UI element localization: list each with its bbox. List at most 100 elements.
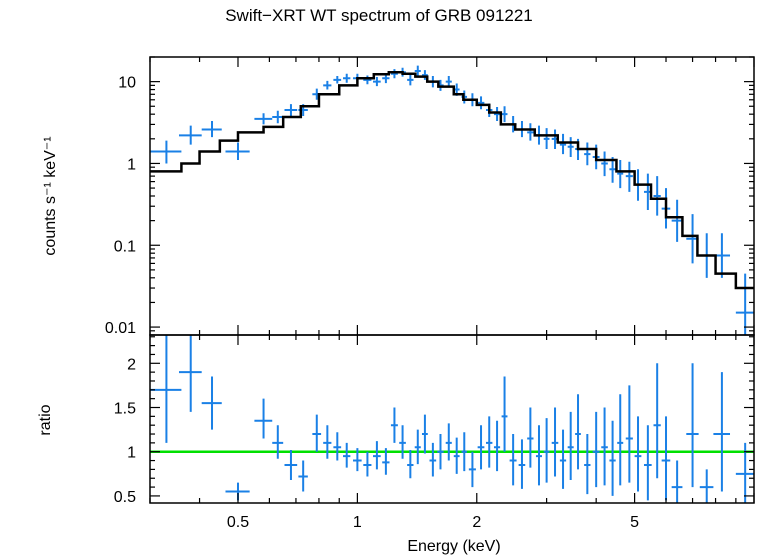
ratio-data-point	[284, 449, 298, 481]
spectrum-y-tick-label: 1	[127, 156, 136, 173]
spectrum-data-point	[559, 133, 567, 155]
ratio-data-point	[477, 425, 485, 470]
ratio-data-point	[617, 394, 624, 486]
spectrum-data-point	[225, 142, 250, 161]
ratio-data-point	[671, 460, 683, 503]
ratio-data-point	[399, 425, 406, 459]
ratio-data-point	[390, 407, 398, 443]
ratio-data-point	[312, 414, 322, 452]
spectrum-data-point	[617, 160, 624, 189]
ratio-data-point	[373, 441, 381, 470]
ratio-data-point	[485, 416, 493, 468]
ratio-data-point	[254, 398, 273, 439]
ratio-y-axis-label: ratio	[37, 404, 54, 435]
ratio-data-point	[634, 416, 642, 492]
spectrum-data-point	[150, 140, 182, 164]
ratio-data-point	[150, 335, 182, 443]
spectrum-data-point	[407, 74, 414, 86]
ratio-data-point	[661, 416, 671, 501]
ratio-plot-area	[150, 335, 754, 503]
ratio-data-point	[592, 411, 600, 488]
spectrum-y-axis-label: counts s⁻¹ keV⁻¹	[42, 136, 59, 255]
spectrum-data-point	[527, 123, 534, 141]
model-curve	[150, 71, 754, 290]
ratio-data-point	[653, 363, 661, 479]
spectrum-data-point	[343, 73, 351, 83]
spectrum-panel-frame	[149, 56, 755, 336]
spectrum-data-point	[363, 75, 372, 85]
ratio-y-tick-label: 2	[127, 356, 136, 373]
spectrum-y-tick-label: 10	[118, 75, 136, 92]
spectrum-data-point	[493, 106, 501, 122]
ratio-data-point	[518, 439, 526, 489]
ratio-panel-frame	[149, 334, 755, 504]
ratio-data-point	[421, 414, 428, 454]
spectrum-data-point	[584, 142, 591, 166]
x-tick-label: 1	[353, 514, 362, 531]
ratio-data-point	[567, 411, 574, 481]
spectrum-data-point	[414, 65, 421, 77]
ratio-data-point	[323, 425, 332, 459]
ratio-data-point	[601, 407, 608, 486]
spectrum-data-point	[284, 104, 298, 117]
ratio-data-point	[363, 451, 372, 477]
spectrum-data-point	[390, 69, 398, 79]
spectrum-data-point	[501, 106, 508, 123]
spectrum-data-point	[178, 125, 202, 145]
ratio-data-point	[468, 451, 476, 488]
spectrum-y-tick-label: 0.1	[114, 238, 136, 255]
spectrum-data-point	[735, 273, 754, 335]
spectrum-data-point	[625, 161, 633, 192]
ratio-y-tick-label: 1	[127, 445, 136, 462]
ratio-data-point	[625, 385, 633, 483]
ratio-data-point	[353, 448, 362, 472]
spectrum-y-tick-label: 0.01	[105, 320, 136, 337]
ratio-data-point	[686, 363, 699, 488]
spectrum-data-point	[373, 76, 381, 87]
ratio-data-point	[272, 425, 284, 459]
spectrum-data-point	[201, 121, 222, 138]
axes: 0.5 1 2 5 0.01 0.1 1 10 0.5 1 1.5 2	[105, 56, 755, 531]
ratio-data-point	[453, 437, 460, 474]
ratio-data-point	[713, 372, 731, 492]
spectrum-data-point	[671, 199, 683, 242]
ratio-data-point	[559, 429, 567, 489]
ratio-data-point	[437, 434, 444, 470]
ratio-data-point	[445, 423, 452, 461]
ratio-data-point	[535, 425, 542, 486]
spectrum-data-point	[543, 128, 550, 150]
ratio-data-point	[178, 335, 202, 412]
ratio-data-point	[461, 432, 468, 472]
spectrum-data-point	[272, 110, 284, 124]
ratio-data-point	[407, 449, 414, 479]
spectrum-data-point	[567, 137, 574, 157]
spectrum-data-point	[333, 76, 342, 84]
spectrum-data-point	[421, 70, 428, 80]
spectrum-data-point	[254, 113, 273, 125]
ratio-data-point	[584, 434, 591, 495]
spectrum-data-point	[601, 151, 608, 177]
spectrum-data-point	[323, 80, 332, 90]
ratio-data-point	[551, 407, 559, 477]
ratio-data-point	[527, 407, 534, 468]
ratio-data-point	[735, 442, 754, 503]
spectrum-data-point	[653, 176, 661, 216]
spectrum-data-point	[477, 96, 485, 110]
x-tick-label: 2	[472, 514, 481, 531]
ratio-data-point	[429, 442, 437, 477]
ratio-data-point	[543, 418, 550, 483]
x-tick-label: 0.5	[227, 514, 249, 531]
x-axis-label: Energy (keV)	[407, 538, 500, 555]
ratio-data-point	[333, 432, 342, 461]
ratio-data-point	[298, 460, 308, 492]
ratio-data-point	[493, 420, 501, 472]
ratio-data-point	[343, 442, 351, 468]
ratio-y-tick-label: 0.5	[114, 489, 136, 506]
x-tick-label: 5	[630, 514, 639, 531]
ratio-data-point	[699, 469, 714, 503]
ratio-y-tick-label: 1.5	[114, 401, 136, 418]
ratio-data-point	[575, 394, 581, 470]
spectrum-plot-area	[150, 65, 754, 335]
ratio-data-point	[414, 429, 421, 465]
